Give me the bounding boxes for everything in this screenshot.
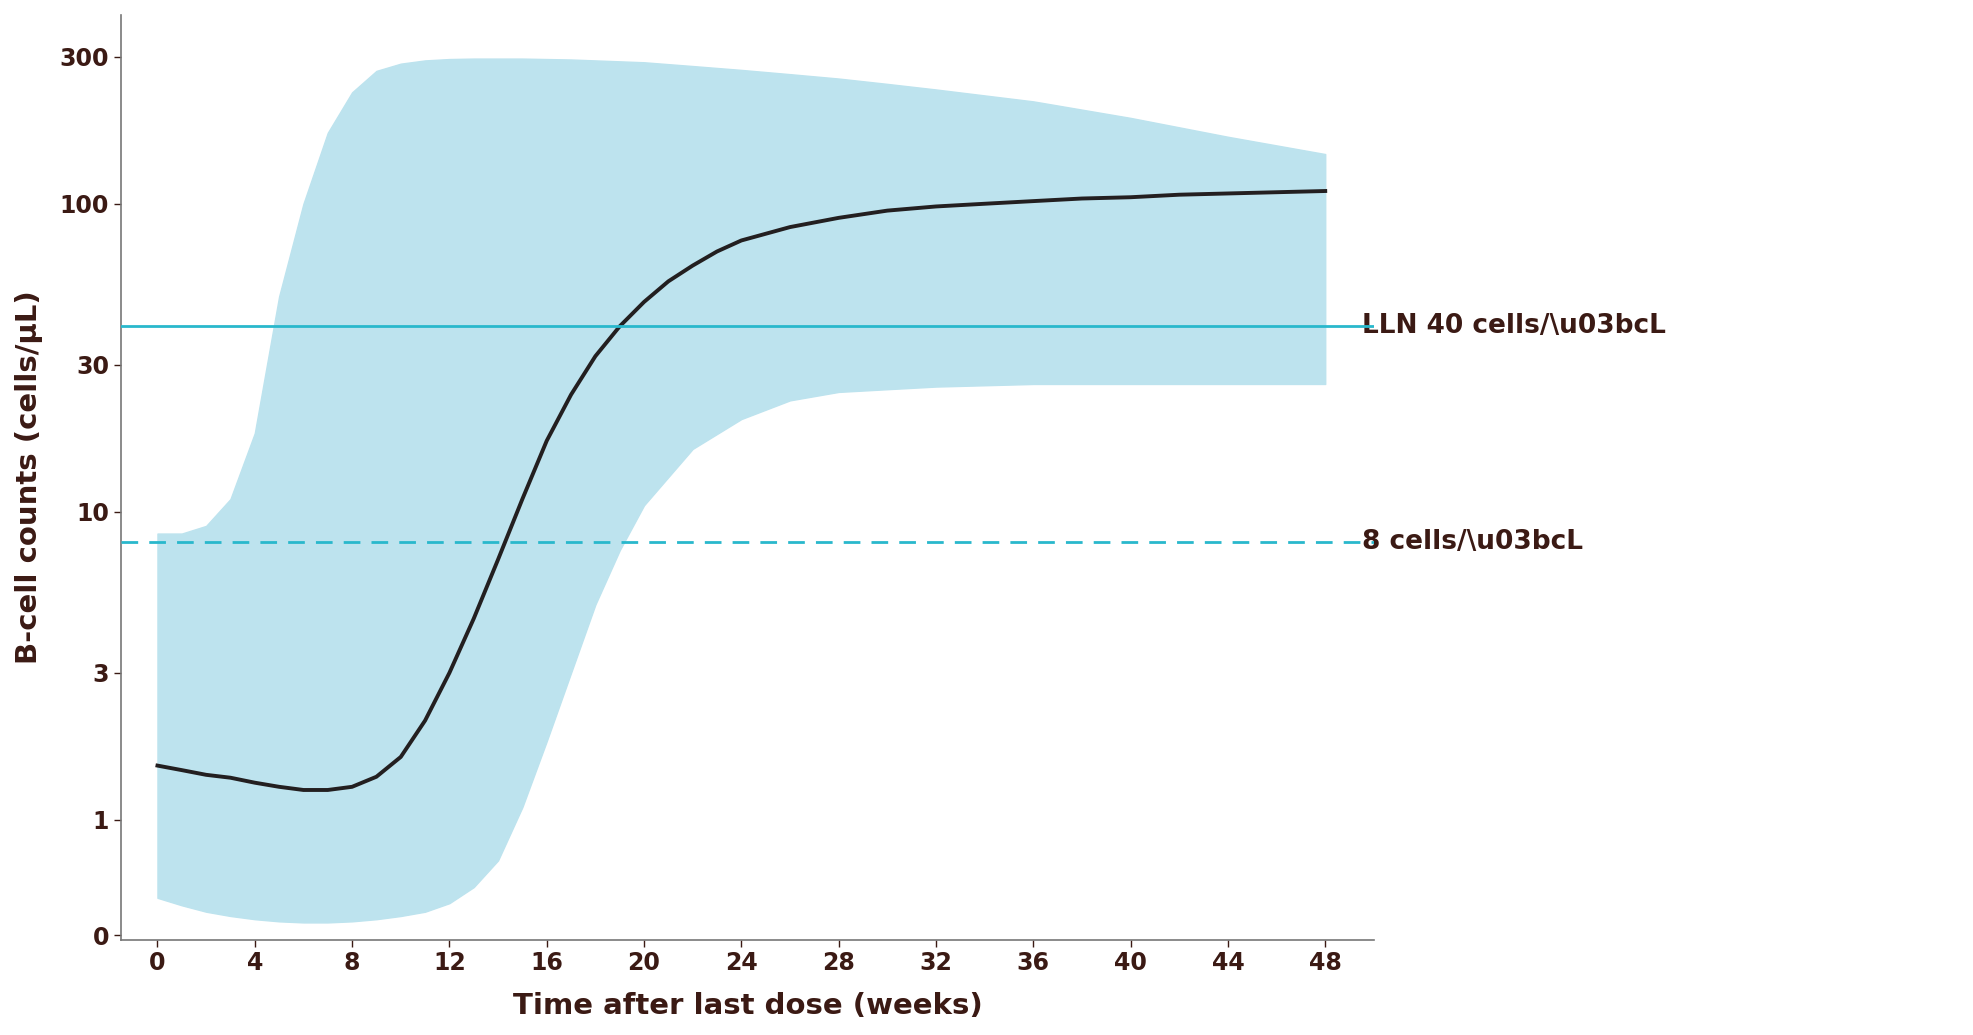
Text: LLN 40 cells/\u03bcL: LLN 40 cells/\u03bcL xyxy=(1361,314,1665,339)
Text: 8 cells/\u03bcL: 8 cells/\u03bcL xyxy=(1361,529,1582,555)
X-axis label: Time after last dose (weeks): Time after last dose (weeks) xyxy=(513,992,983,1021)
Y-axis label: B-cell counts (cells/μL): B-cell counts (cells/μL) xyxy=(16,291,43,664)
